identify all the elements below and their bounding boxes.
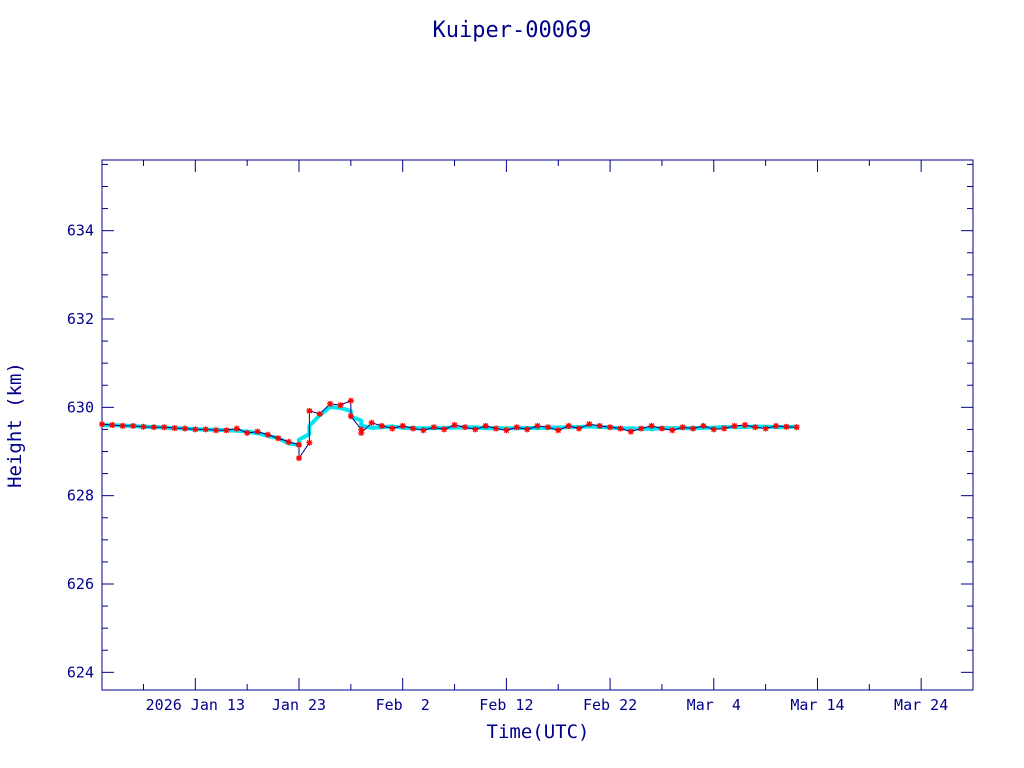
data-point	[347, 413, 354, 420]
data-point	[451, 422, 458, 428]
data-point	[648, 422, 655, 429]
data-point	[99, 421, 105, 428]
data-point	[772, 422, 779, 429]
data-point	[368, 419, 375, 426]
chart-title: Kuiper-00069	[433, 18, 592, 43]
data-point	[254, 428, 261, 435]
data-point	[399, 422, 406, 429]
series-layer	[99, 397, 800, 462]
data-point	[524, 426, 531, 433]
data-point	[534, 422, 541, 429]
data-point	[275, 435, 282, 442]
data-point	[783, 423, 790, 430]
x-tick-label: 2026 Jan 13	[146, 696, 245, 714]
data-point	[285, 438, 292, 445]
data-point	[296, 455, 303, 462]
data-point	[358, 429, 365, 436]
data-point	[441, 426, 448, 433]
data-point	[378, 422, 385, 429]
x-tick-label: Feb 22	[583, 696, 637, 714]
data-point	[617, 425, 624, 432]
data-point	[762, 425, 769, 432]
data-point	[140, 423, 147, 430]
data-point	[109, 422, 116, 428]
data-point	[119, 422, 126, 429]
y-tick-label: 632	[67, 310, 94, 328]
data-point	[233, 425, 240, 432]
data-point	[223, 427, 230, 434]
data-point	[181, 425, 188, 432]
data-point	[213, 427, 220, 434]
data-point	[430, 424, 437, 431]
data-point	[337, 402, 344, 409]
data-point	[171, 425, 178, 432]
data-point	[130, 422, 137, 429]
data-point	[493, 425, 500, 432]
data-point	[679, 424, 686, 431]
data-point	[316, 410, 323, 417]
data-point	[389, 425, 396, 432]
x-tick-label: Mar 24	[894, 696, 948, 714]
data-point	[202, 426, 209, 433]
data-point	[420, 427, 427, 434]
data-point	[669, 427, 676, 434]
x-tick-label: Feb 2	[376, 696, 430, 714]
data-point	[607, 424, 614, 431]
x-tick-label: Mar 14	[790, 696, 844, 714]
data-point	[638, 425, 645, 432]
data-point	[192, 426, 199, 433]
data-point	[700, 422, 707, 429]
y-axis-title: Height (km)	[4, 362, 26, 488]
y-tick-label: 630	[67, 398, 94, 416]
data-point	[306, 407, 313, 414]
data-point	[513, 424, 520, 431]
data-point	[752, 424, 759, 431]
x-axis-title: Time(UTC)	[487, 721, 590, 743]
data-point	[575, 425, 582, 432]
data-point	[544, 424, 551, 431]
data-point	[472, 426, 479, 433]
data-point	[565, 422, 572, 429]
data-point	[721, 425, 728, 432]
data-point	[327, 400, 334, 407]
data-point	[347, 397, 354, 404]
y-tick-label: 628	[67, 487, 94, 505]
y-tick-label: 626	[67, 575, 94, 593]
data-point	[296, 441, 303, 448]
data-point	[731, 422, 738, 429]
x-tick-label: Mar 4	[687, 696, 741, 714]
data-point	[264, 431, 271, 438]
data-point	[710, 426, 717, 433]
data-point	[555, 427, 562, 434]
data-point	[690, 425, 697, 432]
data-point	[461, 424, 468, 431]
axis-ticks: 624 626 628 630 632 634 2026 Jan 13 Jan 23 Feb 2…	[67, 160, 974, 714]
data-point	[244, 429, 251, 436]
data-point	[410, 425, 417, 432]
data-point	[741, 422, 748, 428]
data-point	[482, 422, 489, 429]
x-tick-label: Jan 23	[272, 696, 326, 714]
data-point	[503, 427, 510, 434]
data-point	[596, 422, 603, 429]
y-tick-label: 634	[67, 222, 94, 240]
data-point	[793, 424, 800, 431]
y-tick-label: 624	[67, 663, 94, 681]
data-point	[627, 428, 634, 435]
data-point	[150, 424, 157, 431]
data-point	[586, 421, 593, 428]
x-tick-label: Feb 12	[479, 696, 533, 714]
data-point	[306, 439, 313, 446]
data-point	[658, 425, 665, 432]
data-point	[161, 424, 168, 431]
